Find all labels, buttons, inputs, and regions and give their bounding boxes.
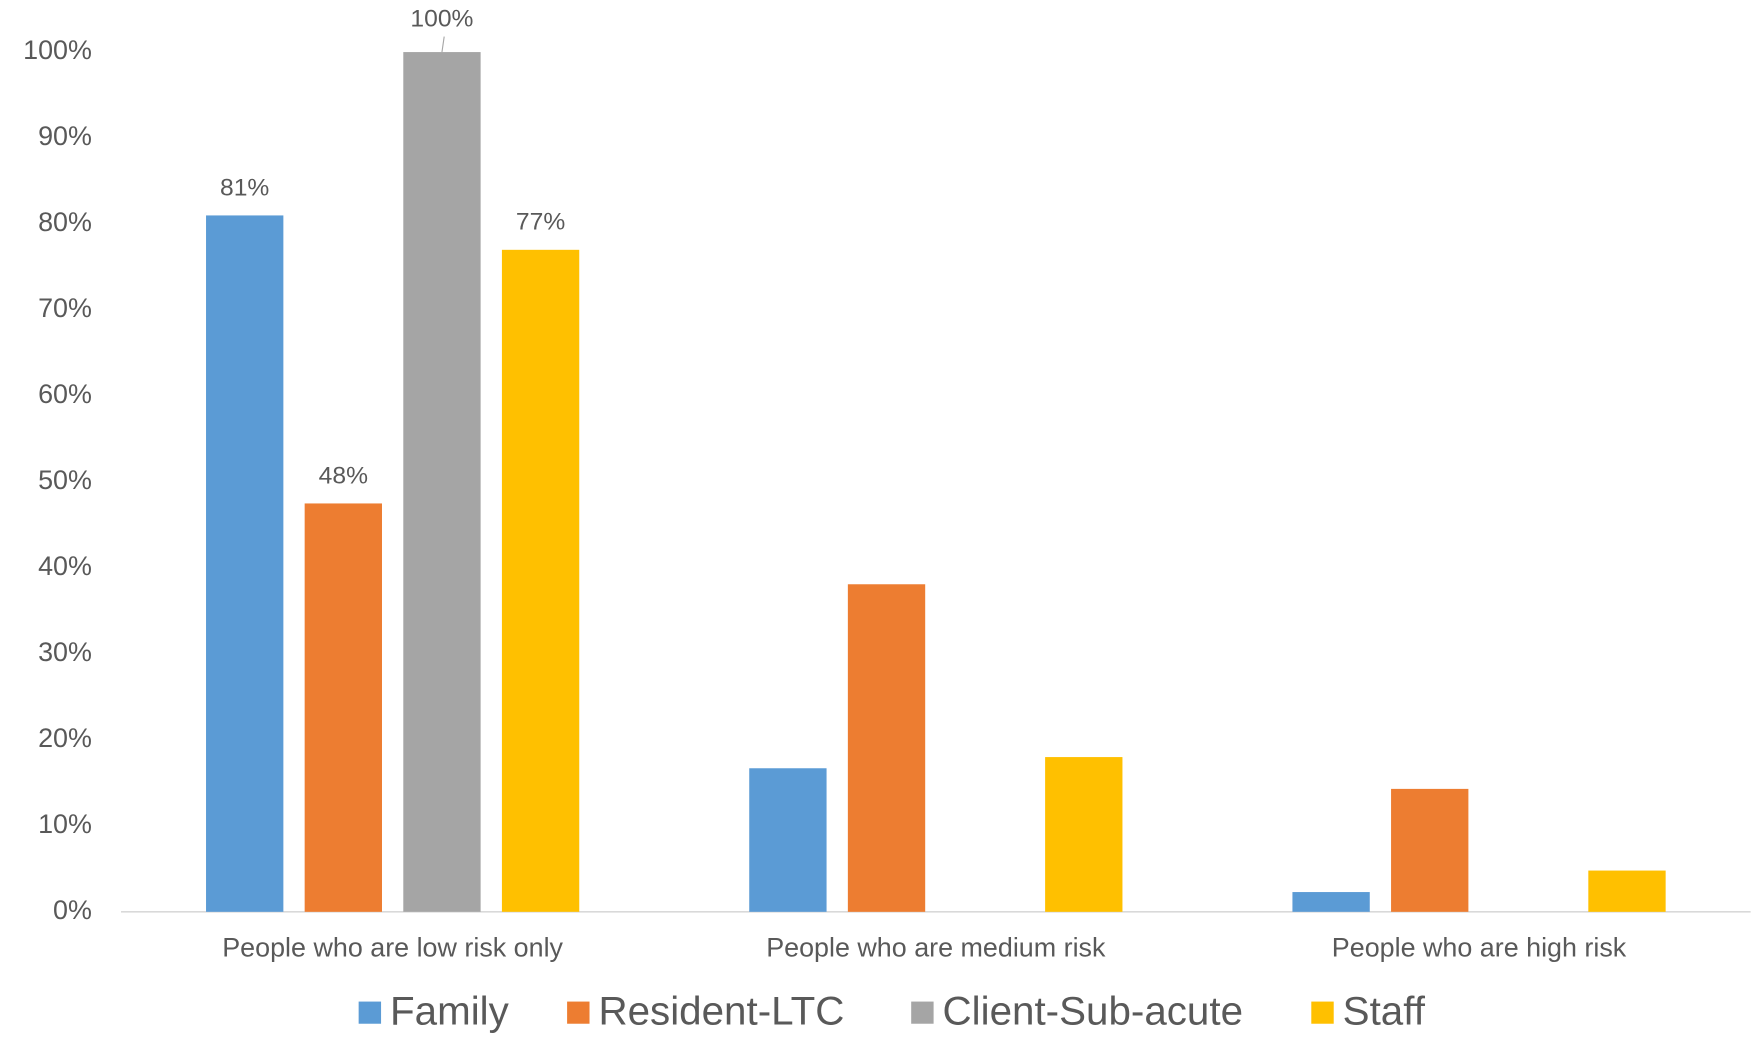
bar	[1588, 870, 1666, 912]
x-tick-label: People who are low risk only	[222, 933, 563, 963]
legend-swatch	[911, 1001, 934, 1024]
y-tick-label: 20%	[38, 723, 92, 753]
data-label: 48%	[319, 462, 368, 489]
bar	[501, 249, 580, 912]
y-tick-label: 40%	[38, 551, 92, 581]
legend-label: Resident-LTC	[598, 989, 844, 1033]
y-tick-label: 10%	[38, 809, 92, 839]
y-tick-label: 90%	[38, 121, 92, 151]
y-tick-label: 100%	[23, 35, 92, 65]
y-tick-label: 70%	[38, 293, 92, 323]
data-label: 100%	[410, 5, 473, 32]
data-label: 81%	[220, 174, 269, 201]
label-leader	[441, 36, 445, 53]
bar	[749, 768, 827, 912]
x-tick-label: People who are high risk	[1332, 933, 1627, 963]
bar	[304, 503, 382, 912]
bar	[1045, 757, 1123, 912]
y-tick-label: 60%	[38, 379, 92, 409]
bar	[1292, 892, 1370, 912]
data-label: 77%	[516, 209, 565, 236]
bar	[206, 215, 284, 912]
legend-label: Staff	[1343, 989, 1426, 1033]
y-tick-label: 30%	[38, 637, 92, 667]
x-tick-label: People who are medium risk	[766, 933, 1106, 963]
y-tick-label: 0%	[53, 895, 92, 925]
bar	[403, 52, 481, 912]
y-tick-label: 50%	[38, 465, 92, 495]
legend-swatch	[358, 1001, 382, 1024]
legend-label: Family	[390, 989, 509, 1033]
legend-swatch	[567, 1001, 590, 1024]
bar	[1391, 788, 1469, 912]
bar	[847, 584, 926, 912]
y-tick-label: 80%	[38, 207, 92, 237]
legend-label: Client-Sub-acute	[943, 989, 1243, 1033]
legend-swatch	[1311, 1001, 1334, 1024]
